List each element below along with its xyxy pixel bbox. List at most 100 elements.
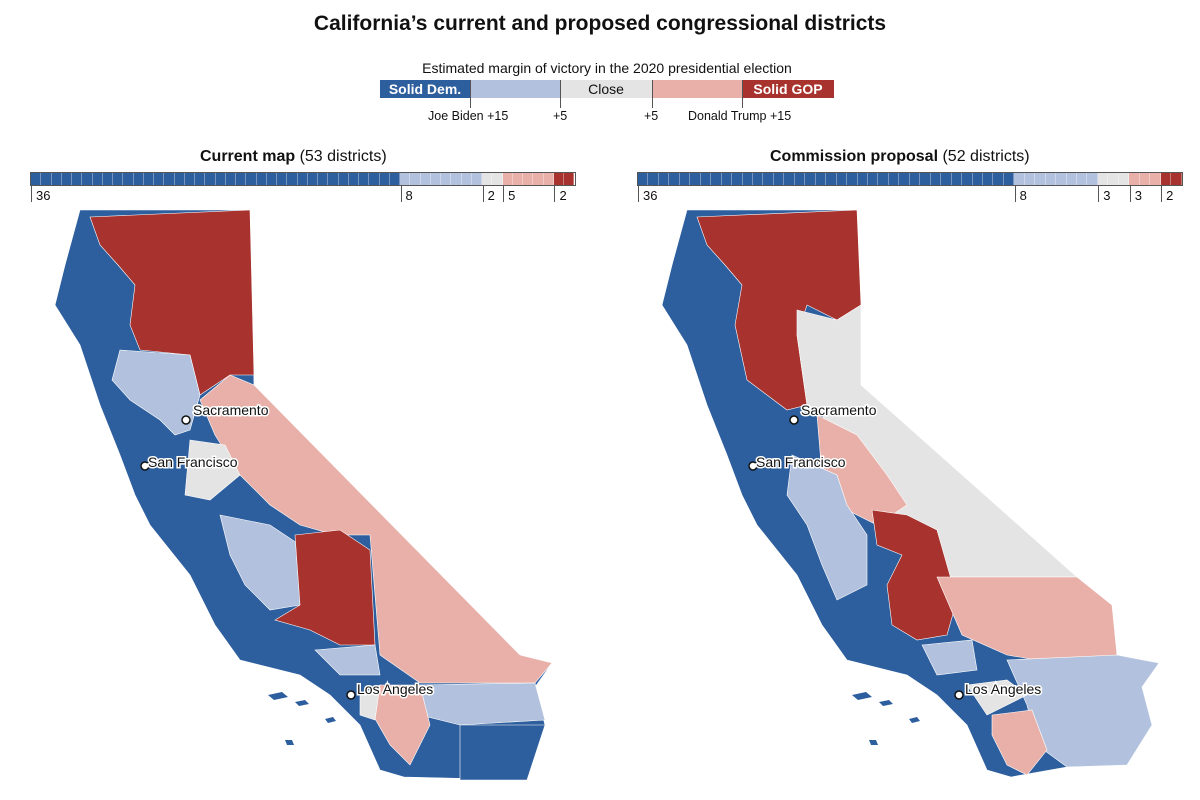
district-cell: [379, 173, 390, 185]
district-cell: [553, 173, 564, 185]
district-cell: [805, 173, 816, 185]
district-cell: [993, 173, 1004, 185]
district-cell: [1056, 173, 1067, 185]
district-cell: [359, 173, 370, 185]
district-lean-dem: [414, 682, 546, 726]
legend-close: Close: [560, 80, 652, 98]
district-cell: [648, 173, 659, 185]
district-cell: [1171, 173, 1182, 185]
district-cell: [512, 173, 523, 185]
district-cell: [836, 173, 848, 185]
district-cell: [82, 173, 93, 185]
district-lean-dem: [111, 349, 201, 436]
district-cell: [133, 173, 144, 185]
legend-tick-label: +5: [553, 109, 568, 123]
count-label: 8: [1019, 188, 1027, 203]
district-cell: [215, 173, 226, 185]
district-cell: [430, 173, 441, 185]
city-label-los-angeles: Los Angeles: [357, 681, 433, 697]
district-cell: [669, 173, 680, 185]
count-tick: [503, 186, 505, 202]
proposal-map-title: Commission proposal (52 districts): [770, 148, 1030, 165]
count-tick: [482, 186, 484, 202]
district-cell: [1035, 173, 1046, 185]
district-cell: [51, 173, 62, 185]
district-cell: [888, 173, 900, 185]
legend-tick-label: Donald Trump +15: [688, 109, 792, 123]
district-cell: [1087, 173, 1098, 185]
current-map-title: Current map (53 districts): [200, 148, 387, 165]
legend-solid-gop: Solid GOP: [742, 80, 834, 98]
district-cell: [328, 173, 339, 185]
district-cell: [123, 173, 134, 185]
count-label: 3: [1103, 188, 1111, 203]
count-label: 36: [36, 188, 51, 203]
district-cell: [277, 173, 288, 185]
district-cell: [338, 173, 349, 185]
district-cell: [1097, 173, 1109, 185]
city-marker: [346, 690, 356, 700]
district-cell: [72, 173, 83, 185]
district-cell: [1045, 173, 1057, 185]
district-cell: [348, 173, 359, 185]
district-cell: [256, 173, 267, 185]
district-cell: [951, 173, 963, 185]
district-cell: [102, 173, 113, 185]
legend-lean-dem: [470, 80, 560, 98]
district-cell: [638, 173, 649, 185]
district-cell: [700, 173, 712, 185]
district-cell: [658, 173, 670, 185]
proposal-district-bar: [637, 172, 1183, 186]
legend-tick: [742, 80, 743, 108]
city-label-sacramento: Sacramento: [801, 402, 877, 418]
city-marker: [181, 415, 191, 425]
district-cell: [307, 173, 318, 185]
count-label: 2: [559, 188, 567, 203]
city-label-san-francisco: San Francisco: [756, 454, 846, 470]
channel-island: [852, 692, 920, 745]
district-lean-dem: [314, 644, 381, 676]
district-lean-gop: [991, 709, 1048, 776]
district-cell: [287, 173, 298, 185]
district-cell: [492, 173, 503, 185]
district-cell: [972, 173, 983, 185]
current-map: Sacramento San Francisco Los Angeles: [54, 209, 553, 781]
district-cell: [742, 173, 753, 185]
legend-tick-label: +5: [644, 109, 659, 123]
district-cell: [982, 173, 994, 185]
legend-tick: [560, 80, 561, 108]
district-cell: [826, 173, 837, 185]
district-cell: [941, 173, 952, 185]
district-cell: [784, 173, 795, 185]
district-cell: [471, 173, 482, 185]
count-tick: [31, 186, 32, 202]
district-cell: [533, 173, 544, 185]
district-solid-gop: [89, 209, 255, 396]
district-close: [359, 684, 381, 721]
district-cell: [441, 173, 452, 185]
district-cell: [246, 173, 257, 185]
district-cell: [502, 173, 513, 185]
district-lean-dem: [219, 514, 301, 611]
district-cell: [1066, 173, 1078, 185]
district-cell: [857, 173, 868, 185]
district-cell: [867, 173, 879, 185]
count-tick: [1161, 186, 1163, 202]
district-cell: [794, 173, 806, 185]
count-label: 5: [508, 188, 516, 203]
district-cell: [752, 173, 764, 185]
district-cell: [420, 173, 431, 185]
district-cell: [389, 173, 400, 185]
district-cell: [1014, 173, 1025, 185]
proposal-map: Sacramento San Francisco Los Angeles: [661, 209, 1160, 778]
district-lean-dem: [921, 639, 978, 676]
district-cell: [297, 173, 308, 185]
district-solid-dem: [459, 724, 546, 781]
district-cell: [266, 173, 277, 185]
district-cell: [143, 173, 154, 185]
district-cell: [482, 173, 493, 185]
city-marker: [954, 690, 964, 700]
legend-tick: [652, 80, 653, 108]
district-cell: [113, 173, 124, 185]
chart-title: California’s current and proposed congre…: [313, 12, 887, 35]
